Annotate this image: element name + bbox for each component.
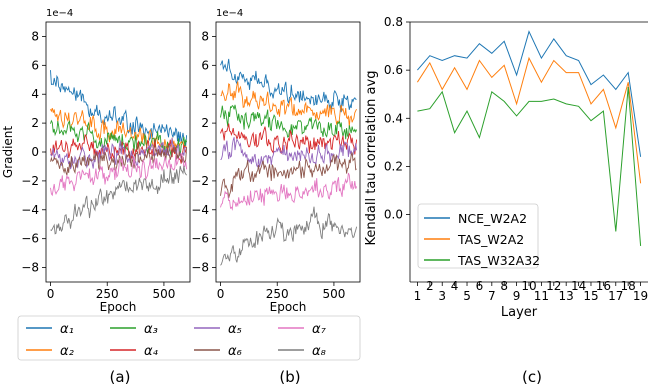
x-tick-label-c: 11 — [534, 289, 549, 303]
x-tick-label-c: 5 — [463, 289, 471, 303]
gradient-line-b-alpha1 — [220, 58, 357, 113]
y-tick-label-a: −4 — [21, 203, 39, 217]
x-tick-label-c: 7 — [488, 289, 496, 303]
legend-label-alpha7: α₇ — [312, 322, 327, 337]
y-tick-label-a: −8 — [21, 261, 39, 275]
legend-label-alpha3: α₃ — [144, 322, 158, 337]
x-tick-label-c: 8 — [500, 279, 508, 293]
caption-b: (b) — [279, 368, 300, 386]
legend-label-nce_w2a2: NCE_W2A2 — [458, 211, 527, 226]
legend-alpha: α₁ α₂ α₃ α₄ α₅ α₆ α₇ α₈ — [17, 315, 361, 361]
y-tick-label-b: −6 — [191, 232, 209, 246]
gradient-line-b-alpha8 — [220, 206, 358, 266]
y-tick-label-b: 2 — [201, 116, 209, 130]
y-tick-label-b: 4 — [201, 87, 209, 101]
x-tick-label-c: 15 — [583, 289, 598, 303]
gradient-line-b-alpha2 — [220, 81, 357, 127]
x-tick-label-c: 6 — [476, 279, 484, 293]
y-tick-label-b: 8 — [201, 29, 209, 43]
y-tick-label-b: 0 — [201, 145, 209, 159]
gradient-line-a-alpha1 — [50, 70, 188, 147]
x-tick-label-c: 13 — [559, 289, 574, 303]
gradient-line-a-alpha7 — [50, 153, 188, 197]
gradient-series-b — [220, 58, 358, 266]
y-tick-label-a: 2 — [31, 116, 39, 130]
legend-label-tas_w32a32: TAS_W32A32 — [457, 253, 540, 268]
legend-label-alpha6: α₆ — [228, 344, 242, 359]
x-axis-label-c: Layer — [501, 305, 538, 320]
x-tick-label-a: 0 — [47, 287, 55, 301]
y-tick-label-c: 0.0 — [384, 208, 403, 222]
gradient-panel-b: −8 −6 −4 −2 0 2 4 6 8 0 250 500 1e−4 Epoch — [191, 8, 361, 314]
gradient-series-a — [50, 70, 188, 235]
x-tick-label-c: 3 — [438, 289, 446, 303]
y-tick-label-b: 6 — [201, 58, 209, 72]
y-tick-label-c: 0.2 — [384, 159, 403, 173]
x-tick-label-c: 4 — [451, 279, 459, 293]
kendall-line-tas_w2a2 — [416, 56, 642, 184]
caption-c: (c) — [522, 368, 542, 386]
gradient-line-a-alpha8 — [50, 165, 187, 235]
x-tick-label-c: 12 — [546, 279, 561, 293]
y-tick-label-c: 0.4 — [384, 111, 403, 125]
y-tick-label-a: 4 — [31, 87, 39, 101]
kendall-line-nce_w2a2 — [417, 30, 642, 157]
legend-frame — [17, 315, 361, 361]
legend-frame-c — [417, 203, 539, 269]
y-tick-label-b: −2 — [191, 174, 209, 188]
x-axis-label-a: Epoch — [100, 300, 137, 314]
x-tick-label-a: 250 — [96, 287, 119, 301]
axes-frame-b — [215, 21, 361, 283]
gradient-line-b-alpha7 — [220, 172, 358, 211]
x-tick-label-b: 250 — [266, 287, 289, 301]
gradient-line-b-alpha3 — [220, 104, 358, 140]
y-tick-label-c: 0.8 — [384, 15, 403, 29]
x-tick-label-c: 9 — [513, 289, 521, 303]
kendall-panel-c: 0.00.20.40.60.81 3 5 7 9 11 13 15 17 192 4 6 8 10 12 14… — [364, 15, 648, 320]
y-axis-label-c: Kendall tau correlation avg — [364, 71, 379, 246]
y-tick-label-c: 0.6 — [384, 63, 403, 77]
gradient-line-b-alpha6 — [220, 152, 357, 199]
x-tick-label-b: 0 — [217, 287, 225, 301]
kendall-line-tas_w32a32 — [417, 86, 642, 246]
caption-a: (a) — [110, 368, 131, 386]
legend-label-alpha2: α₂ — [60, 344, 74, 359]
x-tick-label-a: 500 — [152, 287, 175, 301]
x-tick-label-c: 14 — [571, 279, 586, 293]
x-axis-label-b: Epoch — [270, 300, 307, 314]
x-tick-label-c: 2 — [426, 279, 434, 293]
x-tick-label-c: 19 — [633, 289, 648, 303]
y-tick-label-a: −6 — [21, 232, 39, 246]
x-tick-label-c: 18 — [621, 279, 636, 293]
legend-label-tas_w2a2: TAS_W2A2 — [457, 232, 524, 247]
gradient-line-b-alpha5 — [220, 137, 358, 168]
y-tick-label-a: 8 — [31, 29, 39, 43]
gradient-line-a-alpha2 — [50, 107, 188, 154]
y-axis-label-a: Gradient — [1, 126, 15, 179]
legend-label-alpha4: α₄ — [144, 344, 159, 359]
x-tick-label-c: 17 — [608, 289, 623, 303]
x-tick-label-c: 10 — [521, 279, 536, 293]
y-tick-label-a: −2 — [21, 174, 39, 188]
x-tick-label-c: 16 — [596, 279, 611, 293]
x-tick-label-b: 500 — [322, 287, 345, 301]
gradient-line-b-alpha4 — [220, 123, 358, 155]
y-tick-label-b: −4 — [191, 203, 209, 217]
x-tick-label-c: 1 — [414, 289, 422, 303]
legend-label-alpha5: α₅ — [228, 322, 242, 337]
y-tick-label-b: −8 — [191, 261, 209, 275]
legend-label-alpha8: α₈ — [312, 344, 326, 359]
y-tick-label-a: 6 — [31, 58, 39, 72]
gradient-line-a-alpha6 — [50, 147, 188, 176]
legend-kendall: NCE_W2A2 TAS_W2A2 TAS_W32A32 — [417, 203, 540, 269]
legend-label-alpha1: α₁ — [60, 322, 74, 337]
y-tick-label-a: 0 — [31, 145, 39, 159]
scale-note-a: 1e−4 — [46, 8, 73, 19]
gradient-panel-a: −8 −6 −4 −2 0 2 4 6 8 0 250 500 1e−4 Epoch Gradient — [1, 8, 191, 314]
scale-note-b: 1e−4 — [216, 8, 243, 19]
